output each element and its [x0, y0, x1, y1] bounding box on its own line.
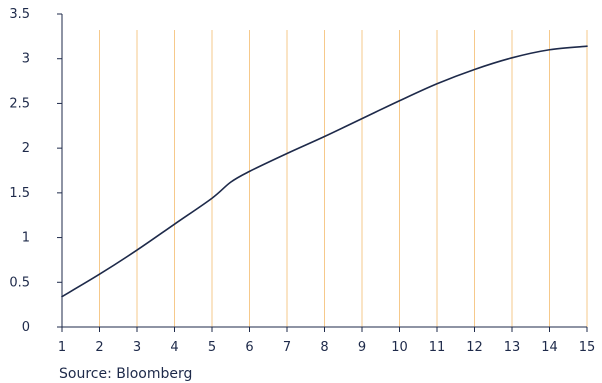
x-tick-label-13: 13 [504, 340, 521, 355]
x-tick-label-6: 6 [245, 340, 253, 355]
y-tick-label-0.5: 0.5 [9, 275, 30, 290]
y-tick-label-3.5: 3.5 [9, 7, 30, 22]
gridlines [99, 30, 588, 327]
y-tick-label-0: 0 [22, 320, 30, 335]
x-tick-label-15: 15 [579, 340, 596, 355]
source-note: Source: Bloomberg [59, 366, 192, 382]
y-tick-label-2: 2 [22, 141, 30, 156]
y-tick-label-1.5: 1.5 [9, 186, 30, 201]
y-tick-label-1: 1 [22, 231, 30, 246]
x-tick-label-5: 5 [208, 340, 216, 355]
x-tick-label-11: 11 [429, 340, 446, 355]
x-tick-label-14: 14 [541, 340, 558, 355]
x-tick-label-7: 7 [283, 340, 291, 355]
x-tick-label-10: 10 [391, 340, 408, 355]
series-line-0 [61, 45, 588, 298]
axes [57, 13, 588, 332]
y-tick-label-3: 3 [22, 52, 30, 67]
x-tick-label-8: 8 [320, 340, 328, 355]
series [61, 45, 588, 298]
x-tick-label-12: 12 [466, 340, 483, 355]
y-tick-label-2.5: 2.5 [9, 96, 30, 111]
x-tick-label-9: 9 [358, 340, 366, 355]
x-tick-label-4: 4 [170, 340, 178, 355]
x-tick-label-1: 1 [58, 340, 66, 355]
tick-labels: 00.511.522.533.51 2 3 4 5 6 7 8 9 10 11 12 13 14 15 [9, 7, 595, 355]
x-tick-label-2: 2 [95, 340, 103, 355]
x-tick-label-3: 3 [133, 340, 141, 355]
